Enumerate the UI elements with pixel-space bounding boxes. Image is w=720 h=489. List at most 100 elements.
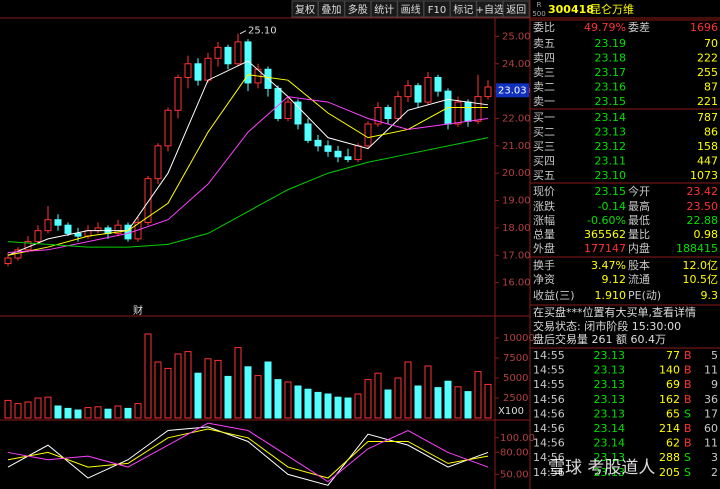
trade-count: 60: [704, 422, 718, 435]
trade-count: 9: [711, 378, 718, 391]
volume-bar: [4, 399, 12, 419]
toolbar-button[interactable]: [502, 0, 530, 18]
price-tag-bg: [496, 83, 529, 98]
toolbar-label[interactable]: 复权: [295, 3, 315, 16]
trade-price: 23.13: [594, 393, 626, 406]
trade-side: B: [684, 364, 692, 377]
field-label: 现价: [533, 185, 555, 198]
volume-bar: [44, 396, 52, 419]
toolbar-label[interactable]: 多股: [348, 3, 368, 16]
candle-body: [194, 63, 202, 81]
toolbar-label[interactable]: F10: [428, 5, 446, 16]
trade-volume: 288: [659, 451, 680, 464]
trade-side: B: [684, 437, 692, 450]
book-label: 买三: [533, 140, 555, 153]
toolbar-label[interactable]: 统计: [374, 3, 394, 16]
toolbar-label[interactable]: 标记: [453, 4, 473, 16]
trade-time: 14:56: [533, 437, 565, 450]
field-value: 23.50: [687, 200, 719, 213]
watermark: 雪球 考股道人: [548, 458, 655, 478]
volume-bar: [104, 408, 112, 419]
volume-bar: [394, 377, 402, 419]
toolbar-label[interactable]: 叠加: [321, 4, 341, 16]
trade-time: 14:56: [533, 407, 565, 420]
candle-body: [214, 46, 222, 59]
candle-body: [44, 219, 52, 232]
trade-volume: 62: [666, 437, 680, 450]
y-tick-label: 24.00: [502, 59, 531, 70]
trade-price: 23.13: [594, 349, 626, 362]
toolbar-label[interactable]: 返回: [506, 4, 526, 16]
candle-body: [184, 63, 192, 78]
volume-bar: [344, 397, 352, 419]
volume-bar: [444, 380, 452, 419]
volume-bar: [194, 372, 202, 419]
field-label: 股本: [628, 258, 650, 272]
toolbar-label[interactable]: +自选: [476, 3, 504, 16]
moving-average: [7, 60, 489, 256]
trade-price: 23.13: [594, 466, 626, 479]
field-value: -0.60%: [587, 214, 626, 227]
volume-bar: [464, 391, 472, 419]
field-label: PE(动): [628, 289, 661, 302]
book-price: 23.17: [595, 66, 627, 79]
status: 交易状态: 闭市阶段 15:30:00: [533, 319, 681, 333]
after-hours: 盘后交易量 261 额 60.4万: [533, 332, 666, 346]
candle-body: [144, 178, 152, 223]
trade-count: 11: [704, 437, 718, 450]
volume-bar: [484, 383, 492, 419]
book-label: 卖五: [533, 37, 555, 50]
toolbar-bg: [292, 0, 530, 18]
book-label: 买一: [533, 111, 555, 124]
volume-bar: [454, 386, 462, 419]
volume-bar: [384, 389, 392, 419]
candle-body: [74, 232, 82, 237]
notice[interactable]: 在买盘***位置有大买单,查看详情: [533, 305, 696, 319]
volume-bar: [184, 351, 192, 419]
volume-bar: [164, 367, 172, 419]
y-tick-label: 10000: [503, 333, 535, 344]
book-label: 买五: [533, 169, 555, 182]
candle-body: [424, 76, 432, 103]
candle-body: [344, 156, 352, 161]
volume-bar: [94, 406, 102, 419]
field-label: 最低: [628, 214, 650, 227]
book-label: 买二: [533, 126, 555, 139]
trade-side: B: [684, 393, 692, 406]
candle-body: [114, 224, 122, 234]
book-price: 23.11: [595, 155, 627, 168]
candle-body: [304, 123, 312, 141]
field-value: 49.79%: [584, 21, 626, 34]
book-volume: 158: [697, 140, 718, 153]
volume-bar: [284, 381, 292, 419]
book-price: 23.10: [595, 169, 627, 182]
candle-body: [224, 46, 232, 65]
field-value: -0.14: [598, 200, 626, 213]
y-tick-label: 16.00: [502, 278, 531, 289]
volume-bar: [294, 385, 302, 419]
moving-average: [7, 137, 489, 248]
book-price: 23.13: [595, 126, 627, 139]
volume-bar: [224, 375, 232, 419]
volume-bar: [364, 379, 372, 419]
candle-body: [34, 230, 42, 243]
candle-body: [284, 101, 292, 119]
candle-body: [394, 96, 402, 119]
candle-body: [234, 41, 242, 65]
y-tick-label: 25.00: [502, 31, 531, 42]
candle-body: [174, 76, 182, 111]
field-value: 23.15: [595, 185, 627, 198]
candle-body: [404, 85, 412, 98]
field-label: 涨跌: [533, 199, 555, 213]
trade-volume: 65: [666, 407, 680, 420]
candle-body: [314, 139, 322, 147]
toolbar-label[interactable]: 画线: [401, 3, 421, 16]
field-value: 22.88: [687, 214, 719, 227]
field-value: 1696: [690, 21, 718, 34]
volume-bar: [274, 379, 282, 419]
volume-bar: [154, 361, 162, 419]
volume-bar: [374, 372, 382, 419]
y-tick-label: 21.00: [502, 141, 531, 152]
volume-bar: [354, 393, 362, 419]
